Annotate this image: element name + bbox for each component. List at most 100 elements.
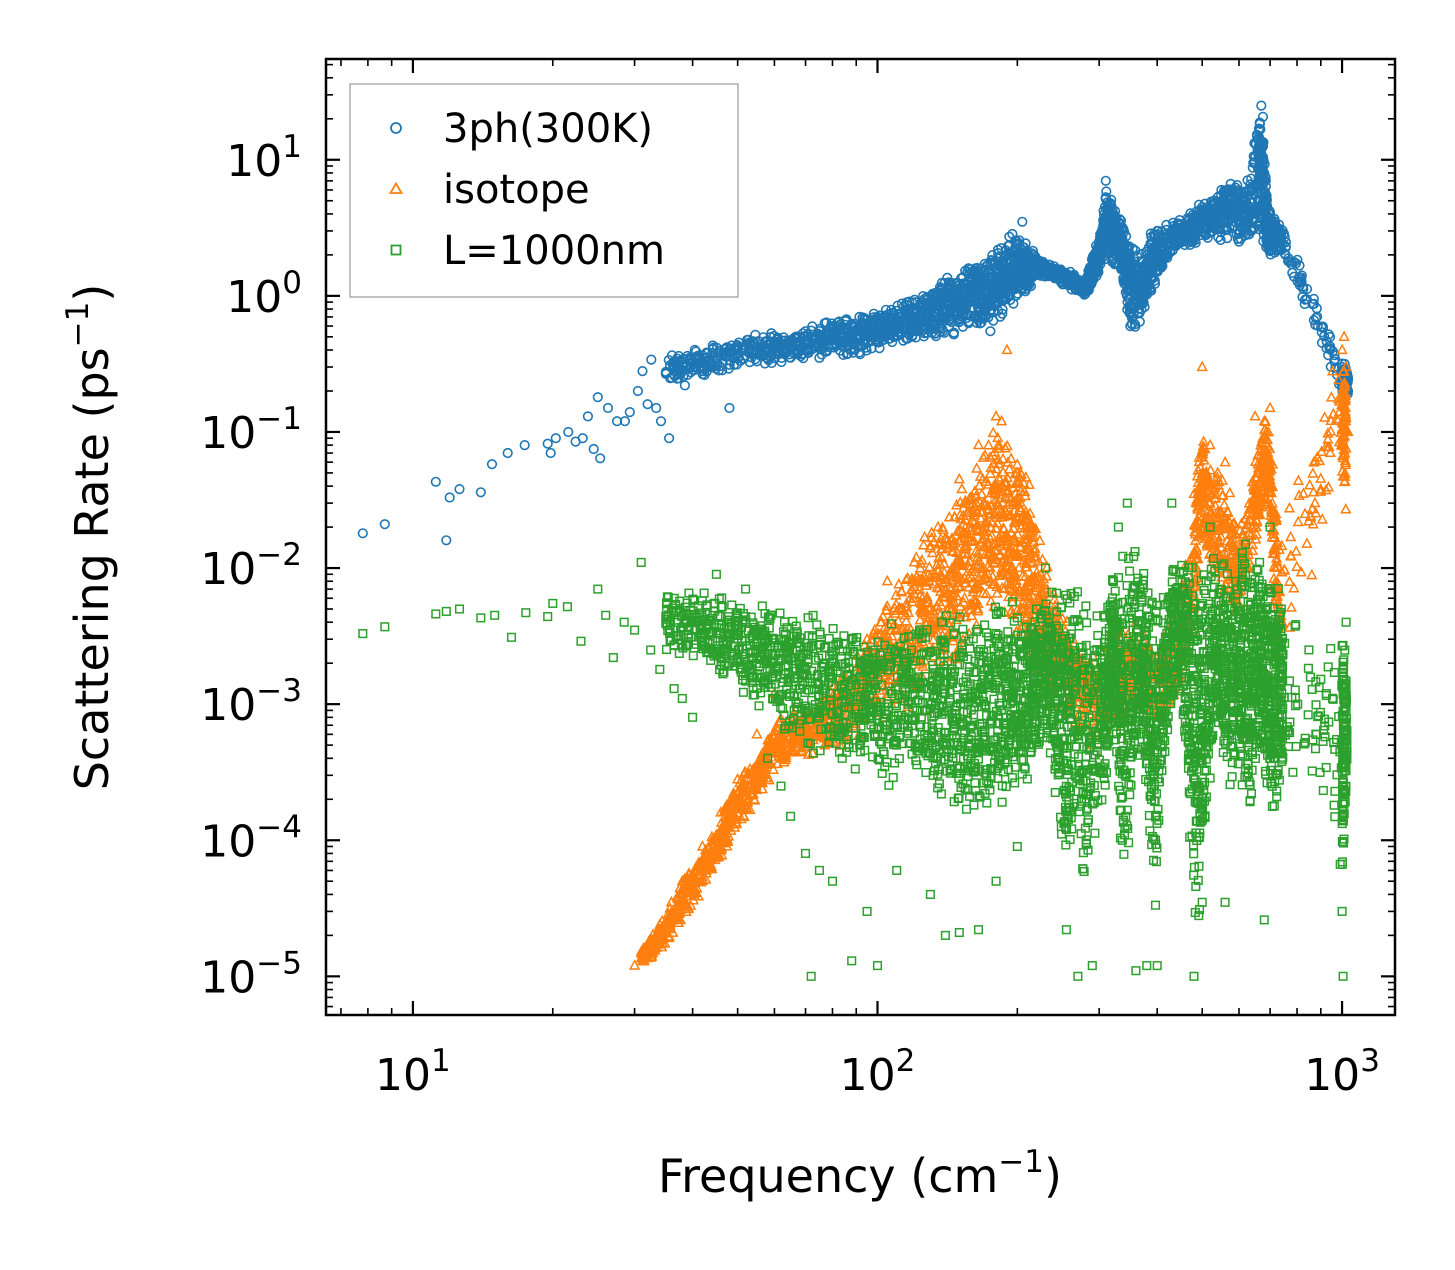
data-point: [958, 301, 969, 312]
data-point: [441, 535, 452, 546]
data-point: [892, 330, 903, 342]
data-point: [818, 339, 829, 350]
data-point: [856, 341, 867, 352]
data-point: [892, 300, 903, 311]
data-point: [941, 290, 952, 301]
data-point: [957, 296, 968, 307]
data-point: [588, 443, 599, 455]
data-point: [577, 433, 588, 444]
data-point: [430, 476, 441, 487]
data-point: [502, 447, 513, 459]
data-point: [958, 297, 970, 308]
data-point: [632, 385, 644, 397]
data-point: [707, 362, 719, 373]
data-point: [862, 321, 874, 332]
data-point: [901, 333, 912, 344]
data-point: [982, 439, 995, 450]
data-point: [971, 462, 983, 473]
data-point: [972, 262, 983, 274]
data-point: [732, 353, 744, 364]
data-point: [475, 487, 486, 498]
data-point: [792, 331, 803, 342]
data-point: [486, 459, 498, 470]
data-point: [444, 492, 455, 503]
data-point: [724, 359, 735, 370]
data-point: [935, 297, 946, 308]
data-point: [550, 433, 561, 444]
data-point: [1256, 100, 1267, 111]
data-point: [898, 317, 909, 328]
data-point: [743, 334, 754, 345]
data-point: [802, 347, 814, 358]
data-point: [602, 402, 614, 414]
data-point: [810, 330, 821, 342]
data-point: [815, 323, 826, 334]
data-point: [874, 332, 885, 343]
data-point: [859, 312, 870, 324]
data-point: [595, 453, 606, 464]
data-point: [943, 321, 955, 332]
data-point: [694, 353, 706, 364]
data-point: [679, 380, 691, 391]
data-point: [379, 519, 390, 530]
data-point: [930, 287, 941, 298]
data-point: [958, 279, 970, 290]
data-point: [956, 482, 968, 494]
data-point: [642, 399, 653, 410]
data-point: [698, 353, 709, 364]
data-point: [874, 313, 885, 324]
data-point: [563, 426, 574, 438]
data-point: [860, 342, 872, 353]
data-point: [976, 286, 988, 297]
data-point: [891, 317, 903, 328]
data-point: [646, 354, 657, 365]
data-point: [916, 315, 927, 326]
data-point: [663, 433, 675, 444]
data-point: [357, 528, 368, 539]
data-point: [992, 431, 1004, 443]
data-point: [985, 326, 996, 337]
data-point: [582, 411, 594, 422]
data-point: [873, 318, 884, 329]
data-point: [954, 313, 965, 324]
data-point: [803, 343, 814, 354]
data-point: [838, 349, 849, 361]
data-point: [948, 329, 959, 340]
data-point: [454, 484, 465, 495]
data-point: [724, 402, 735, 414]
data-point: [904, 304, 916, 315]
data-point: [651, 402, 662, 414]
data-point: [957, 321, 969, 332]
data-point: [592, 392, 603, 403]
data-point: [879, 313, 891, 324]
data-point: [770, 342, 781, 354]
data-point: [624, 407, 635, 418]
data-point: [879, 324, 891, 335]
data-point: [955, 273, 967, 284]
data-point: [860, 324, 871, 335]
data-point: [1100, 175, 1111, 186]
data-point: [738, 353, 749, 365]
data-point: [930, 328, 941, 339]
data-point: [775, 339, 786, 351]
data-point: [831, 340, 843, 351]
data-point: [915, 308, 926, 319]
data-point: [682, 364, 693, 375]
data-point: [932, 314, 944, 325]
data-point: [542, 438, 553, 449]
series-0: [357, 100, 1354, 546]
data-point: [926, 327, 937, 338]
plot-area: [357, 100, 1354, 981]
data-point: [744, 357, 755, 368]
data-point: [672, 373, 683, 384]
data-point: [519, 440, 530, 451]
data-point: [969, 265, 980, 276]
data-point: [545, 447, 556, 459]
data-point: [655, 416, 667, 427]
data-point: [941, 296, 952, 307]
data-point: [668, 362, 679, 373]
data-point: [874, 343, 885, 354]
data-point: [737, 342, 748, 353]
